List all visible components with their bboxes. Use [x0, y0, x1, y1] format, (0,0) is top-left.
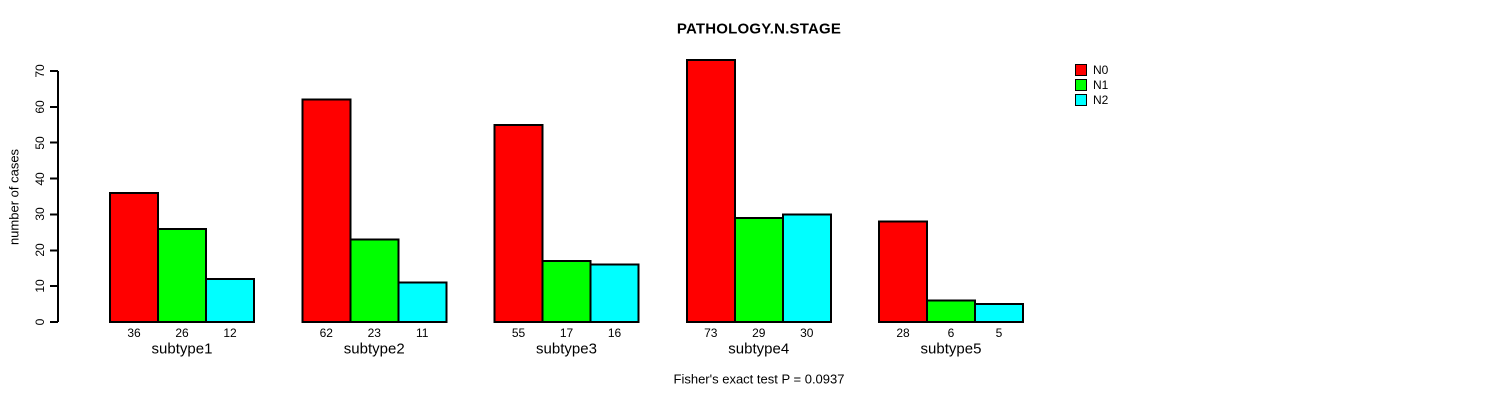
bar-value-label: 12	[223, 326, 237, 340]
legend-item-N0: N0	[1075, 64, 1108, 76]
bar-subtype3-N1	[541, 260, 592, 323]
legend-label: N0	[1093, 63, 1109, 77]
legend-item-N2: N2	[1075, 94, 1108, 106]
bar-value-label: 62	[319, 326, 333, 340]
bar-value-label: 30	[800, 326, 814, 340]
legend-label: N1	[1093, 78, 1109, 92]
x-category-label: subtype3	[536, 340, 597, 358]
chart-title: PATHOLOGY.N.STAGE	[676, 20, 842, 38]
y-tick-label: 30	[33, 207, 47, 222]
bar-subtype5-N1	[926, 299, 976, 324]
y-tick-label: 0	[33, 318, 47, 326]
legend-item-N1: N1	[1075, 79, 1108, 91]
bar-value-label: 6	[947, 326, 955, 340]
y-tick-label: 60	[33, 100, 47, 114]
bar-value-label: 36	[127, 326, 141, 340]
bar-value-label: 26	[175, 326, 189, 340]
bar-value-label: 23	[367, 326, 381, 340]
y-tick-label: 40	[33, 171, 47, 186]
bar-subtype1-N0	[109, 191, 159, 323]
bar-value-label: 28	[896, 326, 910, 340]
x-category-label: subtype4	[728, 340, 790, 358]
bar-subtype3-N0	[493, 123, 544, 323]
y-tick-label: 20	[33, 243, 47, 257]
bar-value-label: 29	[752, 326, 766, 340]
bar-subtype2-N1	[349, 238, 400, 323]
y-tick-label: 50	[33, 136, 47, 150]
bar-subtype4-N1	[733, 217, 784, 323]
y-axis-label: number of cases	[6, 148, 22, 246]
bar-value-label: 17	[559, 326, 574, 340]
footer-stat-text: Fisher's exact test P = 0.0937	[673, 371, 845, 387]
bar-value-label: 11	[416, 326, 429, 340]
bar-value-label: 73	[704, 326, 718, 340]
bar-subtype3-N2	[589, 263, 640, 323]
y-tick-label: 70	[33, 64, 47, 78]
bar-subtype2-N2	[397, 281, 448, 323]
x-category-label: subtype1	[151, 340, 213, 358]
bar-subtype5-N2	[974, 303, 1024, 324]
bar-value-label: 16	[607, 326, 622, 340]
bar-subtype4-N2	[781, 213, 832, 323]
bar-subtype1-N2	[205, 277, 255, 324]
bar-subtype4-N0	[685, 59, 736, 323]
x-category-label: subtype5	[920, 340, 982, 358]
bar-value-label: 5	[995, 326, 1003, 340]
bar-subtype1-N1	[157, 227, 207, 323]
bar-subtype2-N0	[301, 98, 352, 323]
legend-label: N2	[1093, 93, 1109, 107]
x-category-label: subtype2	[343, 340, 405, 358]
legend-swatch-N1	[1075, 79, 1087, 91]
bar-value-label: 55	[511, 326, 526, 340]
y-tick-label: 10	[33, 279, 47, 293]
legend-swatch-N2	[1075, 94, 1087, 106]
legend-swatch-N0	[1075, 64, 1087, 76]
bar-subtype5-N0	[878, 220, 928, 324]
